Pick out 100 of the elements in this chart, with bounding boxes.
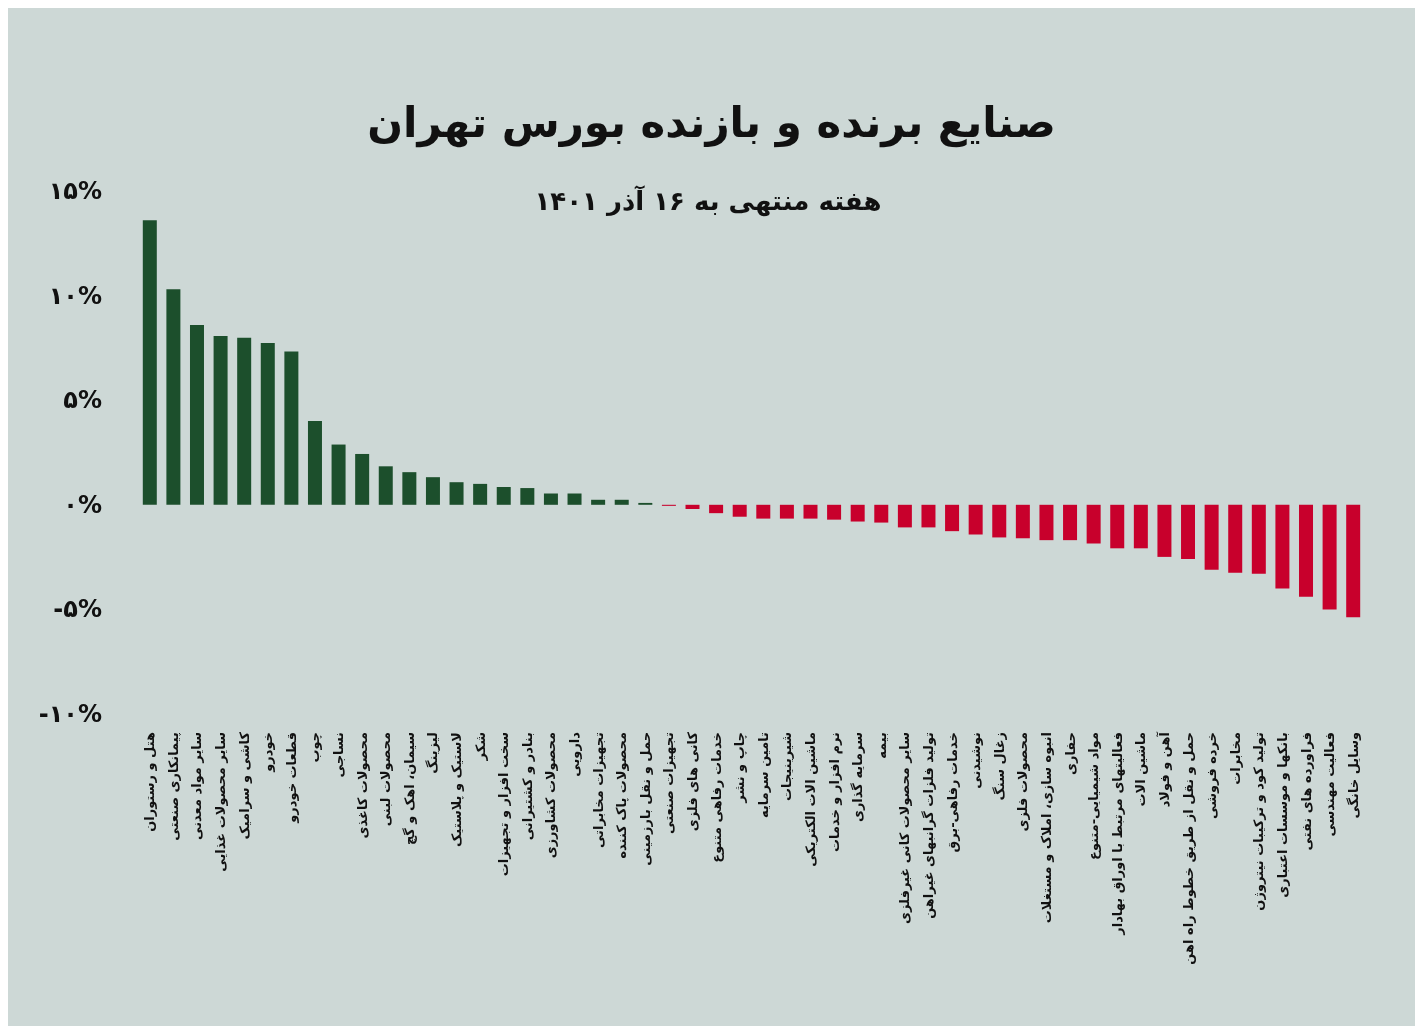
bar: [425, 477, 440, 505]
bar: [1251, 504, 1266, 574]
bar: [473, 483, 488, 505]
bar: [543, 493, 558, 505]
x-tick-label: فراورده های نفتی: [1298, 732, 1314, 851]
x-tick-label: نساجی: [331, 732, 347, 778]
bar: [1181, 504, 1196, 559]
x-tick-label: هتل و رستوران: [142, 732, 158, 832]
y-tick-label: -۵%: [53, 595, 102, 624]
x-tick-label: نرم افزار و خدمات: [826, 732, 843, 853]
bar: [968, 504, 983, 535]
x-tick-label: دارویی: [567, 731, 583, 777]
x-tick-label: زغال سنگ: [991, 732, 1007, 801]
bar: [827, 504, 842, 520]
bar: [756, 504, 771, 519]
x-tick-label: سرمایه گذاری: [850, 732, 866, 823]
x-tick-label: محصولات لبنی: [378, 732, 394, 827]
x-tick-label: مخابرات: [1227, 732, 1243, 785]
bar: [260, 342, 275, 505]
x-tick-label: شیرینیجات: [779, 732, 795, 801]
bar: [803, 504, 818, 519]
bar: [850, 504, 865, 522]
x-tick-label: تامین سرمایه: [755, 732, 771, 818]
bar: [1204, 504, 1219, 570]
bar: [355, 453, 370, 505]
y-tick-label: ۱۵%: [48, 177, 102, 205]
x-tick-label: ماشین الات: [1133, 732, 1149, 807]
bar: [331, 444, 346, 505]
bar: [709, 504, 724, 514]
x-tick-label: ماشین الات الکتریکی: [802, 732, 818, 867]
x-tick-label: آهن و فولاد: [1155, 731, 1172, 808]
bar: [732, 504, 747, 517]
x-tick-label: پیمانکاری صنعتی: [165, 732, 181, 841]
x-tick-label: محصولات کشاورزی: [543, 732, 559, 859]
x-tick-label: محصولات کاغذی: [354, 732, 370, 839]
bar: [1275, 504, 1290, 589]
x-tick-label: تجهیزات صنعتی: [661, 732, 677, 834]
x-tick-label: شکر: [472, 732, 488, 762]
y-tick-label: ۵%: [63, 386, 102, 415]
bar: [1346, 504, 1361, 618]
x-tick-label: محصولات پاک کننده: [614, 732, 630, 859]
x-tick-label: لاستیک و پلاستیک: [449, 732, 465, 847]
x-tick-label: بنادر و کشتیرانی: [519, 732, 535, 841]
x-tick-label: حمل و نقل بارزمینی: [637, 732, 653, 866]
bar: [992, 504, 1007, 538]
bar: [685, 504, 700, 509]
x-tick-label: فعالیت مهندسی: [1322, 732, 1338, 837]
x-tick-label: لیزینگ: [425, 732, 441, 774]
bar: [1039, 504, 1054, 541]
bar: [874, 504, 889, 523]
x-tick-label: تولید کود و ترکیبات نیتروژن: [1251, 732, 1267, 911]
x-tick-label: خدمات رفاهی متنوع: [708, 732, 724, 863]
bar: [520, 488, 535, 505]
x-tick-label: خرده فروشی: [1204, 732, 1220, 819]
bar: [897, 504, 912, 528]
y-tick-label: ۱۰%: [48, 281, 102, 310]
y-tick-label: -۱۰%: [38, 700, 102, 728]
x-tick-label: تجهیزات مخابراتی: [590, 732, 606, 849]
x-tick-label: بانکها و موسسات اعتباری: [1274, 732, 1290, 898]
x-tick-label: تولید فلزات گرانبهای غیراهن: [920, 732, 936, 919]
bar: [142, 220, 157, 505]
bar: [945, 504, 960, 532]
y-tick-label: ۰%: [63, 490, 102, 519]
x-tick-label: مواد شیمیایی-متنوع: [1086, 732, 1102, 860]
bar: [213, 335, 228, 505]
bar: [378, 466, 393, 505]
bar: [496, 487, 511, 505]
x-tick-label: بیمه: [873, 732, 889, 759]
x-tick-label: کانی های فلزی: [685, 731, 701, 832]
x-tick-label: خدمات رفاهی-برق: [944, 732, 960, 853]
bar: [237, 337, 252, 505]
bar: [307, 420, 322, 505]
bar: [779, 504, 794, 519]
bar: [921, 504, 936, 528]
bar: [284, 351, 299, 505]
x-tick-label: کاشی و سرامیک: [236, 731, 252, 840]
bar: [567, 493, 582, 505]
x-tick-label: چوب: [307, 732, 323, 763]
x-tick-label: انبوه سازی، املاک و مستغلات: [1038, 732, 1054, 924]
x-tick-label: قطعات خودرو: [283, 732, 299, 824]
x-tick-label: خودرو: [260, 732, 276, 773]
x-tick-label: چاپ و نشر: [732, 732, 748, 804]
bar: [166, 289, 181, 505]
x-tick-label: نوشیدنی: [968, 732, 984, 789]
chart-title: صنایع برنده و بازنده بورس تهران: [367, 97, 1056, 148]
bar: [1228, 504, 1243, 573]
x-tick-label: حفاری: [1062, 732, 1078, 776]
x-tick-label: سایر محصولات کانی غیرفلزی: [897, 732, 913, 924]
bar: [402, 472, 417, 505]
bar: [591, 499, 606, 505]
x-tick-label: فعالیتهای مرتبط با اوراق بهادار: [1109, 732, 1125, 936]
bar: [614, 499, 629, 505]
x-tick-label: محصولات فلزی: [1015, 732, 1031, 832]
bar: [1063, 504, 1078, 541]
bar: [449, 482, 464, 505]
chart-subtitle: هفته منتهی به ۱۶ آذر ۱۴۰۱: [534, 185, 882, 217]
x-tick-label: وسایل خانگی: [1345, 732, 1361, 819]
bar: [1322, 504, 1337, 610]
x-tick-label: سایر محصولات غذایی: [213, 732, 229, 872]
bar: [1157, 504, 1172, 557]
